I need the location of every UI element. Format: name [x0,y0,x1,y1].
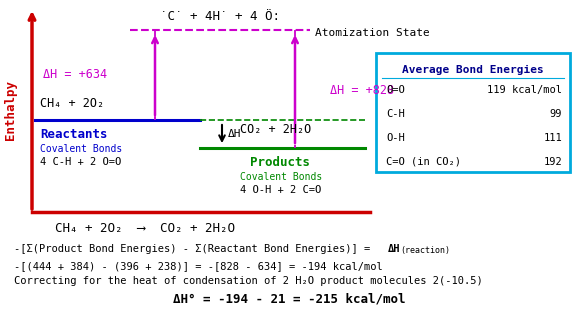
Text: Average Bond Energies: Average Bond Energies [402,65,544,75]
Text: 192: 192 [543,157,562,167]
Text: ΔH° = -194 - 21 = -215 kcal/mol: ΔH° = -194 - 21 = -215 kcal/mol [173,293,405,306]
Text: C-H: C-H [386,109,405,119]
Text: (reaction): (reaction) [400,246,450,255]
Text: Atomization State: Atomization State [315,28,430,38]
Text: CH₄ + 2O₂  ⟶  CO₂ + 2H₂O: CH₄ + 2O₂ ⟶ CO₂ + 2H₂O [55,222,235,235]
Text: ΔH = +634: ΔH = +634 [43,69,107,81]
Text: Covalent Bonds: Covalent Bonds [240,172,323,182]
Text: -[(444 + 384) - (396 + 238)] = -[828 - 634] = -194 kcal/mol: -[(444 + 384) - (396 + 238)] = -[828 - 6… [14,261,383,271]
Text: 99: 99 [550,109,562,119]
Text: ˙C˙ + 4H˙ + 4 Ö:: ˙C˙ + 4H˙ + 4 Ö: [160,10,280,23]
Text: Covalent Bonds: Covalent Bonds [40,144,123,154]
FancyBboxPatch shape [376,53,570,172]
Text: Enthalpy: Enthalpy [3,80,17,140]
Text: ΔH: ΔH [228,129,242,139]
Text: ΔH: ΔH [388,244,401,254]
Text: 119 kcal/mol: 119 kcal/mol [487,85,562,95]
Text: 4 O-H + 2 C=O: 4 O-H + 2 C=O [240,185,321,195]
Text: O-H: O-H [386,133,405,143]
Text: ΔH = +828: ΔH = +828 [330,83,394,97]
Text: O=O: O=O [386,85,405,95]
Text: Reactants: Reactants [40,128,108,141]
Text: Correcting for the heat of condensation of 2 H₂O product molecules 2(-10.5): Correcting for the heat of condensation … [14,276,483,286]
Text: 111: 111 [543,133,562,143]
Text: Products: Products [250,156,310,169]
Text: CH₄ + 2O₂: CH₄ + 2O₂ [40,97,104,110]
Text: -[Σ(Product Bond Energies) - Σ(Reactant Bond Energies)] =: -[Σ(Product Bond Energies) - Σ(Reactant … [14,244,376,254]
Text: 4 C-H + 2 O=O: 4 C-H + 2 O=O [40,157,121,167]
Text: C=O (in CO₂): C=O (in CO₂) [386,157,461,167]
Text: CO₂ + 2H₂O: CO₂ + 2H₂O [240,123,311,136]
